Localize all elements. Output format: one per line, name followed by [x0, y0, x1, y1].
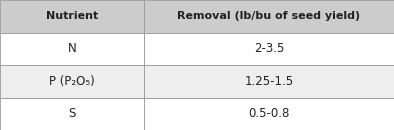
Text: 0.5-0.8: 0.5-0.8: [248, 107, 290, 120]
Text: Removal (lb/bu of seed yield): Removal (lb/bu of seed yield): [177, 11, 361, 21]
Bar: [0, 0, 144, 32]
Bar: [144, 65, 394, 98]
Text: Nutrient: Nutrient: [46, 11, 98, 21]
Text: 2-3.5: 2-3.5: [254, 42, 284, 55]
Text: 1.25-1.5: 1.25-1.5: [244, 75, 294, 88]
Bar: [144, 32, 394, 65]
Bar: [144, 0, 394, 32]
Bar: [144, 98, 394, 130]
Bar: [0, 98, 144, 130]
Text: N: N: [67, 42, 76, 55]
Text: S: S: [68, 107, 76, 120]
Text: P (P₂O₅): P (P₂O₅): [49, 75, 95, 88]
Bar: [0, 32, 144, 65]
Bar: [0, 65, 144, 98]
